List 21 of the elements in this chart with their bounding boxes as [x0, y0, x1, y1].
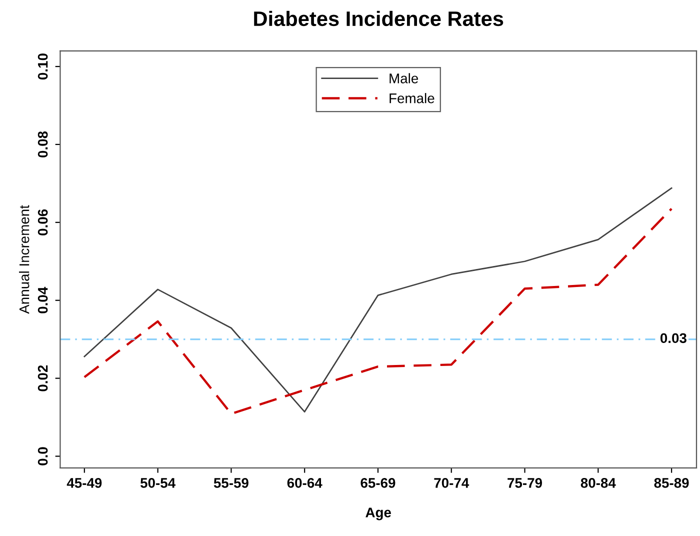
- y-tick-label: 0.08: [38, 131, 48, 158]
- x-tick-label: 55-59: [214, 478, 248, 488]
- y-tick-label: 0.0: [38, 447, 48, 466]
- x-tick-label: 45-49: [66, 478, 102, 488]
- x-axis-title: Age: [366, 508, 391, 520]
- y-tick-label: 0.06: [38, 209, 48, 236]
- y-tick-label: 0.10: [38, 54, 48, 80]
- x-tick-label: 50-54: [140, 478, 176, 488]
- x-tick-label: 80-84: [580, 478, 616, 488]
- chart-title: Diabetes Incidence Rates: [254, 10, 504, 26]
- x-tick-label: 65-69: [360, 478, 396, 488]
- y-tick-label: 0.04: [38, 286, 48, 314]
- legend-label: Female: [390, 93, 434, 104]
- legend-label: Male: [390, 73, 418, 84]
- y-tick-label: 0.02: [38, 365, 48, 392]
- ref-line-label: 0.03: [660, 333, 686, 344]
- x-tick-label: 70-74: [434, 478, 470, 488]
- x-tick-label: 75-79: [508, 478, 542, 488]
- y-axis-title: Annual Increment: [19, 205, 30, 314]
- x-tick-label: 60-64: [287, 478, 322, 488]
- x-tick-label: 85-89: [654, 478, 689, 488]
